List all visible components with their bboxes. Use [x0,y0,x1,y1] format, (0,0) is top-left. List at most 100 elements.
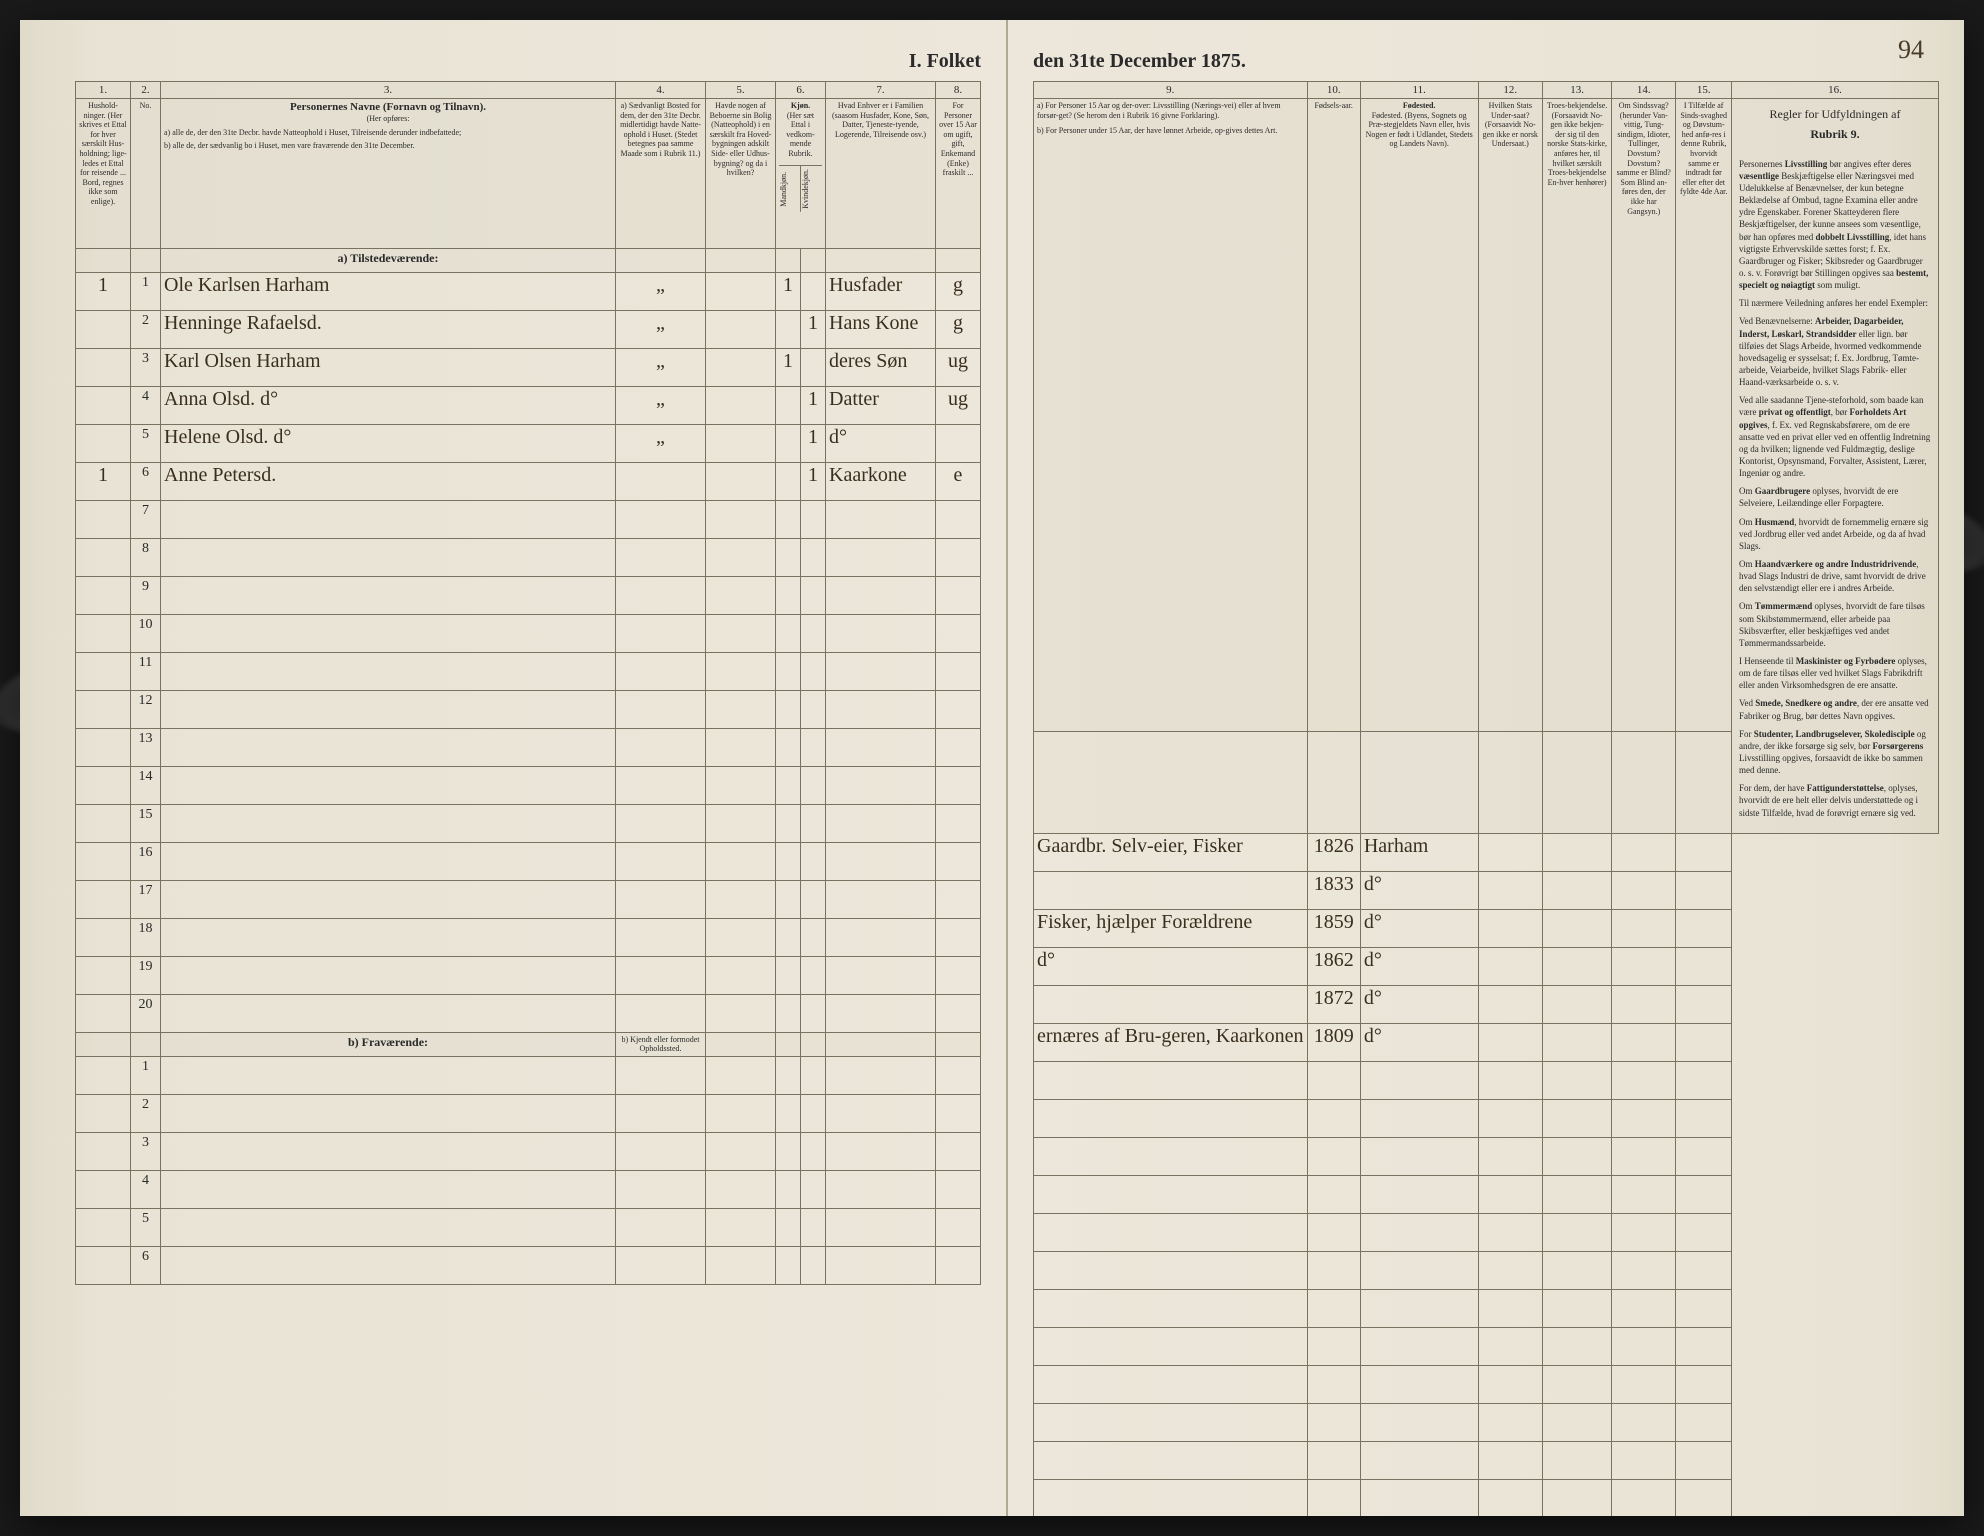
rules-paragraph: For dem, der have Fattigunderstøttelse, … [1739,782,1931,818]
hdr-8: For Personer over 15 Aar om ugift, gift,… [936,99,981,249]
hdr-16-sub: Rubrik 9. [1810,127,1859,141]
table-row [1034,1251,1939,1289]
table-row: 6 [76,1247,981,1285]
table-row [1034,1327,1939,1365]
colnum: 4. [616,82,706,99]
rows-left: 11Ole Karlsen Harham„1Husfaderg2Henninge… [76,273,981,1033]
table-row: 13 [76,729,981,767]
header-row: a) For Personer 15 Aar og der-over: Livs… [1034,99,1939,732]
table-row [1034,1403,1939,1441]
colnum: 13. [1543,82,1612,99]
table-row: 1833d° [1034,871,1939,909]
colnum: 6. [776,82,826,99]
table-row: Fisker, hjælper Forældrene1859d° [1034,909,1939,947]
page-left: I. Folket 1. 2. 3. 4. 5. 6. 7. 8. Hushol… [20,20,1008,1516]
table-row [1034,1289,1939,1327]
ledger-table-left: 1. 2. 3. 4. 5. 6. 7. 8. Hushold-ninger. … [75,81,981,1285]
hdr-11b: Fødested. (Byens, Sognets og Præ-stegjel… [1366,111,1473,149]
table-row: 3Karl Olsen Harham„1deres Sønug [76,349,981,387]
table-row [1034,1479,1939,1516]
page-right: 94 den 31te December 1875. 9. 10. 11. 12… [1008,20,1964,1516]
table-row: 7 [76,501,981,539]
rules-text: Personernes Livsstilling bør angives eft… [1735,152,1935,831]
hdr-14: Om Sindssvag? (herunder Van-vittig, Tung… [1612,99,1676,732]
hdr-6a: Kjøn. [791,101,810,110]
table-row [1034,1061,1939,1099]
colnum: 5. [706,82,776,99]
colnum: 14. [1612,82,1676,99]
hdr-9a: a) For Personer 15 Aar og der-over: Livs… [1037,101,1304,120]
colnum: 15. [1676,82,1732,99]
colnum-row: 9. 10. 11. 12. 13. 14. 15. 16. [1034,82,1939,99]
table-row [1034,1137,1939,1175]
colnum-row: 1. 2. 3. 4. 5. 6. 7. 8. [76,82,981,99]
table-row: 19 [76,957,981,995]
rules-paragraph: Om Haandværkere og andre Industridrivend… [1739,558,1931,594]
table-row: 2 [76,1095,981,1133]
table-row: 10 [76,615,981,653]
table-row: 20 [76,995,981,1033]
ledger-book: I. Folket 1. 2. 3. 4. 5. 6. 7. 8. Hushol… [20,20,1964,1516]
rules-paragraph: Til nærmere Veiledning anføres her endel… [1739,297,1931,309]
hdr-10: Fødsels-aar. [1307,99,1360,732]
title-right: den 31te December 1875. [1033,50,1939,73]
table-row: 2Henninge Rafaelsd.„1Hans Koneg [76,311,981,349]
table-row [1034,1213,1939,1251]
title-left: I. Folket [75,50,981,73]
hdr-13: Troes-bekjendelse. (Forsaavidt No-gen ik… [1543,99,1612,732]
table-row: 5 [76,1209,981,1247]
colnum: 16. [1732,82,1939,99]
rows-right: Gaardbr. Selv-eier, Fisker1826Harham1833… [1034,833,1939,1516]
colnum: 10. [1307,82,1360,99]
table-row [1034,1175,1939,1213]
rows-left-b: 123456 [76,1057,981,1285]
hdr-16-title: Regler for Udfyldningen af [1735,107,1935,121]
section-a-label: a) Tilstedeværende: [161,249,616,273]
hdr-5: Havde nogen af Beboerne sin Bolig (Natte… [706,99,776,249]
table-row: 14 [76,767,981,805]
table-row: 1872d° [1034,985,1939,1023]
hdr-9b: b) For Personer under 15 Aar, der have l… [1037,126,1304,136]
hdr-3d: b) alle de, der sædvanlig bo i Huset, me… [164,141,612,151]
rules-paragraph: Om Gaardbrugere oplyses, hvorvidt de ere… [1739,485,1931,509]
colnum: 11. [1360,82,1478,99]
hdr-16: Regler for Udfyldningen af Rubrik 9. Per… [1732,99,1939,834]
table-row: d°1862d° [1034,947,1939,985]
table-row: ernæres af Bru-geren, Kaarkonen1809d° [1034,1023,1939,1061]
section-a: a) Tilstedeværende: [76,249,981,273]
ledger-table-right: 9. 10. 11. 12. 13. 14. 15. 16. a) For Pe… [1033,81,1939,1516]
table-row: 18 [76,919,981,957]
rules-paragraph: Ved alle saadanne Tjene-steforhold, som … [1739,394,1931,479]
colnum: 12. [1478,82,1543,99]
colnum: 3. [161,82,616,99]
table-row [1034,1365,1939,1403]
table-row [1034,1099,1939,1137]
hdr-3c: a) alle de, der den 31te Decbr. havde Na… [164,128,612,138]
hdr-3-title: Personernes Navne (Fornavn og Tilnavn). [290,101,486,113]
rules-paragraph: Om Tømmermænd oplyses, hvorvidt de fare … [1739,600,1931,649]
table-row: 11Ole Karlsen Harham„1Husfaderg [76,273,981,311]
page-number: 94 [1898,35,1924,65]
table-row: 15 [76,805,981,843]
colnum: 1. [76,82,131,99]
section-b: b) Fraværende: b) Kjendt eller formodet … [76,1033,981,1057]
table-row: 17 [76,881,981,919]
colnum: 2. [131,82,161,99]
rules-paragraph: Om Husmænd, hvorvidt de fornemmelig ernæ… [1739,516,1931,552]
section-b-col4: b) Kjendt eller formodet Opholdssted. [616,1033,706,1057]
header-row: Hushold-ninger. (Her skrives et Ettal fo… [76,99,981,249]
hdr-4: a) Sædvanligt Bosted for dem, der den 31… [616,99,706,249]
rules-paragraph: Ved Smede, Snedkere og andre, der ere an… [1739,697,1931,721]
rules-paragraph: I Henseende til Maskinister og Fyrbødere… [1739,655,1931,691]
hdr-female: Kvindekjøn. [801,166,822,212]
rules-paragraph: Personernes Livsstilling bør angives eft… [1739,158,1931,292]
table-row: 16Anne Petersd.1Kaarkonee [76,463,981,501]
table-row: 16 [76,843,981,881]
table-row [1034,1441,1939,1479]
table-row: 4Anna Olsd. d°„1Datterug [76,387,981,425]
colnum: 8. [936,82,981,99]
hdr-9: a) For Personer 15 Aar og der-over: Livs… [1034,99,1308,732]
section-b-label: b) Fraværende: [161,1033,616,1057]
colnum: 9. [1034,82,1308,99]
table-row: 12 [76,691,981,729]
